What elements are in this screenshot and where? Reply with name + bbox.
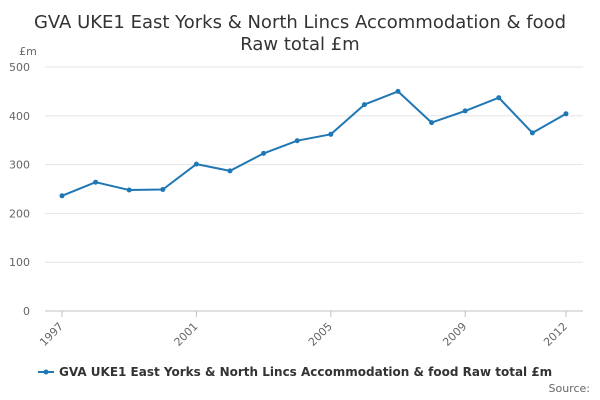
x-tick-label-2001: 2001 <box>172 320 201 349</box>
x-tick-label-2012: 2012 <box>541 320 570 349</box>
source-label: Source: <box>549 382 591 395</box>
y-tick-label-100: 100 <box>9 256 30 269</box>
chart-subtitle: Raw total £m <box>240 34 359 55</box>
data-point-2000[interactable] <box>160 187 166 192</box>
gridlines <box>45 66 583 263</box>
data-point-1998[interactable] <box>93 179 99 185</box>
data-point-2007[interactable] <box>395 88 401 94</box>
data-point-2012[interactable] <box>563 111 569 117</box>
data-point-2008[interactable] <box>429 120 435 126</box>
chart-title: GVA UKE1 East Yorks & North Lincs Accomm… <box>34 12 566 33</box>
x-axis: 1997 2001 2005 2009 2012 <box>37 310 583 349</box>
data-point-2010[interactable] <box>496 95 502 101</box>
y-axis: 0 100 200 300 400 500 <box>9 61 30 318</box>
y-tick-label-400: 400 <box>9 110 30 123</box>
series-line <box>61 90 567 197</box>
data-point-1997[interactable] <box>59 193 65 199</box>
data-point-2005[interactable] <box>328 131 334 137</box>
x-tick-label-2005: 2005 <box>306 320 335 349</box>
y-tick-label-0: 0 <box>23 305 30 318</box>
legend[interactable]: GVA UKE1 East Yorks & North Lincs Accomm… <box>38 365 552 379</box>
data-point-1999[interactable] <box>126 187 132 193</box>
data-point-2011[interactable] <box>529 130 535 136</box>
x-tick-label-1997: 1997 <box>37 320 66 349</box>
legend-series-marker <box>43 369 49 375</box>
data-point-2001[interactable] <box>193 161 199 167</box>
data-point-2004[interactable] <box>294 138 300 144</box>
series-layer <box>59 88 569 199</box>
y-tick-label-200: 200 <box>9 207 30 220</box>
x-tick-label-2009: 2009 <box>440 320 469 349</box>
data-point-2003[interactable] <box>261 150 267 156</box>
data-point-2006[interactable] <box>361 102 367 108</box>
data-point-2002[interactable] <box>227 168 233 174</box>
y-tick-label-300: 300 <box>9 159 30 172</box>
y-axis-label: £m <box>19 45 37 58</box>
data-point-2009[interactable] <box>462 108 468 114</box>
legend-series-label: GVA UKE1 East Yorks & North Lincs Accomm… <box>59 365 552 379</box>
y-tick-label-500: 500 <box>9 61 30 74</box>
